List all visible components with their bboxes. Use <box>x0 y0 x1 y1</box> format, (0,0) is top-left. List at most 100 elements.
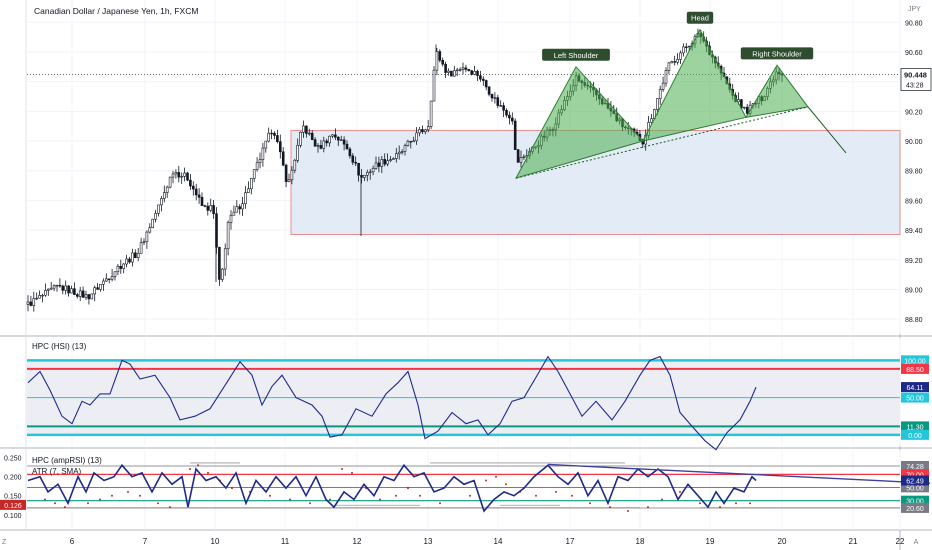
candle-body <box>250 178 253 190</box>
candle-body <box>105 278 108 282</box>
candle-body <box>418 129 421 134</box>
candle-body <box>447 70 450 73</box>
candle-body <box>328 135 331 144</box>
atr-point <box>111 494 113 497</box>
atr-point <box>139 494 141 497</box>
head-label-box <box>686 11 714 24</box>
atr-point <box>419 494 421 497</box>
candle-body <box>151 218 154 228</box>
candle-body <box>479 75 482 80</box>
amprsi-last-badge <box>901 475 929 486</box>
atr-point <box>505 483 507 486</box>
candle-body <box>267 132 271 142</box>
hsi-last-badge <box>901 382 929 393</box>
candle-body <box>67 285 70 294</box>
time-tick-label: 21 <box>849 537 858 546</box>
head-label: Head <box>691 14 709 23</box>
candle-body <box>377 162 381 167</box>
atr-point <box>44 498 46 501</box>
atr-point <box>469 494 471 497</box>
atr-point <box>395 494 397 497</box>
candle-body <box>229 214 233 223</box>
price-tick-label: 89.80 <box>905 169 923 176</box>
hsi-level-label: 88.50 <box>906 367 924 374</box>
candle-body <box>235 206 239 213</box>
candle-body <box>154 213 157 220</box>
atr-point <box>197 464 199 467</box>
atr-point <box>439 502 441 505</box>
candle-body <box>157 204 160 214</box>
head-triangle <box>642 28 747 142</box>
candle-body <box>281 151 285 166</box>
amprsi-last-value: 62.49 <box>906 478 924 485</box>
hsi-level-label: 50.00 <box>906 396 924 403</box>
candle-body <box>35 297 39 300</box>
atr-tick-label: 0.100 <box>4 513 22 520</box>
candle-body <box>218 246 221 280</box>
candle-body <box>81 290 85 298</box>
candle-body <box>655 98 659 110</box>
atr-last-badge <box>0 499 26 510</box>
time-tick-label: 22 <box>896 537 905 546</box>
candle-body <box>403 145 407 152</box>
candle-body <box>113 271 117 277</box>
candle-body <box>357 162 360 176</box>
candle-body <box>316 145 320 147</box>
candle-body <box>299 131 302 146</box>
candle-body <box>383 159 387 165</box>
candle-body <box>331 134 334 137</box>
price-tick-label: 88.80 <box>905 317 923 324</box>
candle-body <box>313 139 317 147</box>
time-axis-left-label: Z <box>2 539 7 546</box>
price-axis: 88.80 89.00 89.20 89.40 89.60 89.80 90.00 90.20… <box>900 6 932 513</box>
time-tick-label: 14 <box>494 537 503 546</box>
time-tick-label: 20 <box>778 537 787 546</box>
candle-body <box>215 213 218 248</box>
candle-body <box>284 164 288 182</box>
time-tick-label: 11 <box>281 537 290 546</box>
atr-point <box>589 502 591 505</box>
atr-point <box>207 471 209 474</box>
atr-point <box>661 498 663 501</box>
candle-body <box>519 157 523 163</box>
time-axis-right-label: A <box>914 539 919 546</box>
candle-body <box>334 134 337 138</box>
candle-body <box>363 174 366 178</box>
amprsi-trendline <box>547 463 931 484</box>
candle-body <box>189 179 192 187</box>
candle-body <box>325 140 329 144</box>
candle-body <box>455 69 459 72</box>
amprsi-level-label: 50.00 <box>906 485 924 492</box>
candle-body <box>374 162 378 169</box>
candle-body <box>339 139 343 141</box>
atr-point <box>535 494 537 497</box>
price-tick-label: 90.60 <box>905 50 923 57</box>
candle-body <box>348 148 352 157</box>
candle-body <box>444 63 447 73</box>
candle-body <box>412 140 416 143</box>
candle-body <box>400 151 404 153</box>
atr-point <box>571 494 573 497</box>
candle-body <box>29 301 33 306</box>
atr-point <box>555 490 557 493</box>
amprsi-level-badge <box>901 495 929 506</box>
candle-body <box>61 285 65 291</box>
candle-body <box>406 140 410 146</box>
candle-body <box>183 172 186 177</box>
candle-body <box>658 89 662 99</box>
candle-body <box>200 196 204 206</box>
price-tick-label: 89.00 <box>905 287 923 294</box>
countdown-label: 43:28 <box>906 83 924 90</box>
candle-body <box>742 106 746 109</box>
candle-body <box>676 59 679 63</box>
atr-point <box>495 475 497 478</box>
amprsi-level-badge <box>901 461 929 471</box>
candle-body <box>452 70 456 77</box>
candle-body <box>368 171 372 173</box>
candle-body <box>360 174 363 178</box>
candle-body <box>264 140 268 149</box>
candle-body <box>664 70 668 84</box>
candle-body <box>261 147 265 160</box>
candle-body <box>394 153 398 159</box>
